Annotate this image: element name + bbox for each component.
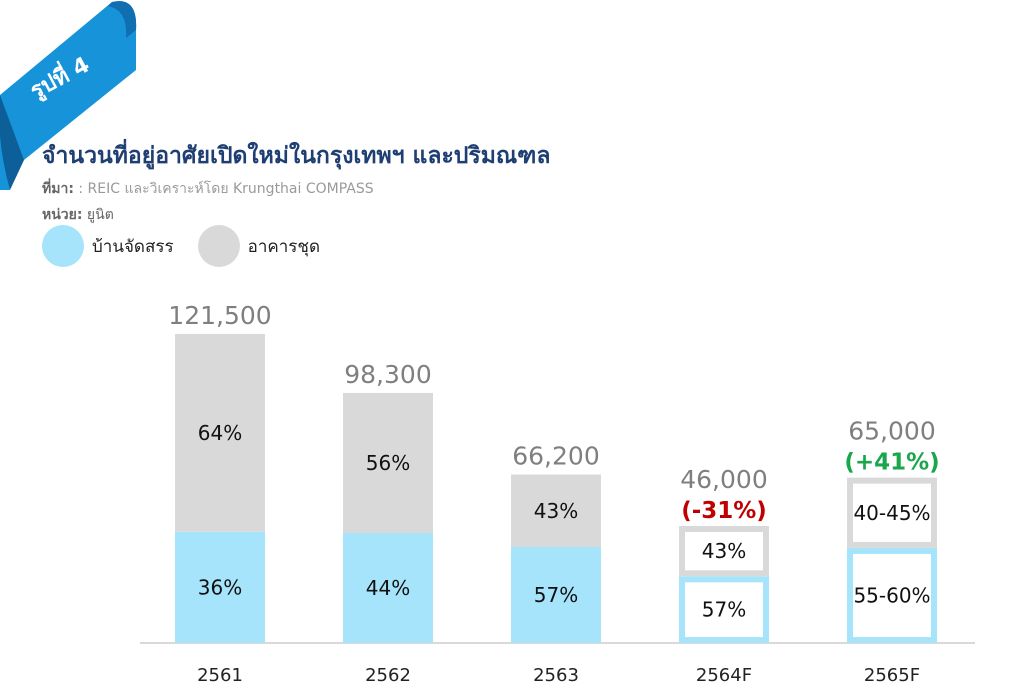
total-label: 66,200 — [512, 442, 599, 471]
x-tick-label: 2561 — [197, 665, 243, 686]
x-tick-label: 2564F — [696, 665, 752, 686]
figure-ribbon — [0, 1, 137, 190]
bar-houses — [175, 531, 265, 643]
unit-label: หน่วย: — [42, 207, 83, 223]
chart-title: จำนวนที่อยู่อาศัยเปิดใหม่ในกรุงเทพฯ และป… — [42, 143, 551, 169]
bar-houses — [511, 547, 601, 643]
data-label-houses: 44% — [366, 576, 410, 600]
data-label-condo: 43% — [702, 539, 746, 563]
total-label: 121,500 — [168, 301, 271, 330]
data-label-houses: 36% — [198, 575, 242, 599]
x-tick-label: 2562 — [365, 665, 411, 686]
bar-condo — [343, 392, 433, 533]
legend-label-houses: บ้านจัดสรร — [92, 236, 174, 257]
bar-condo — [679, 525, 769, 577]
legend-swatch-houses — [42, 225, 84, 267]
bar-houses — [679, 576, 769, 644]
source-label: ที่มา: — [42, 181, 74, 197]
legend-swatch-condo — [197, 225, 240, 267]
data-label-condo: 40-45% — [853, 501, 930, 525]
source-note: ที่มา: : REIC และวิเคราะห์โดย Krungthai … — [42, 178, 374, 200]
x-tick-label: 2563 — [533, 665, 579, 686]
data-label-condo: 43% — [534, 499, 578, 523]
data-label-houses: 55-60% — [853, 583, 930, 607]
legend-label-condo: อาคารชุด — [247, 236, 320, 257]
data-label-houses: 57% — [534, 583, 578, 607]
data-label-condo: 56% — [366, 451, 410, 475]
unit-text: ยูนิต — [82, 207, 114, 223]
change-label: (-31%) — [681, 498, 767, 524]
data-label-houses: 57% — [702, 598, 746, 622]
bar-condo — [175, 333, 265, 532]
total-label: 98,300 — [344, 360, 431, 389]
change-label: (+41%) — [844, 450, 939, 476]
legend-item-houses: บ้านจัดสรร — [42, 225, 174, 267]
data-label-condo: 64% — [198, 421, 242, 445]
bar-condo — [847, 477, 937, 548]
total-label: 46,000 — [680, 465, 767, 494]
x-tick-label: 2565F — [864, 665, 920, 686]
unit-note: หน่วย: ยูนิต — [42, 204, 114, 226]
legend-item-condo: อาคารชุด — [197, 225, 320, 267]
bar-condo — [511, 474, 601, 548]
source-text: : REIC และวิเคราะห์โดย Krungthai COMPASS — [73, 181, 374, 197]
total-label: 65,000 — [848, 417, 935, 446]
bar-houses — [343, 532, 433, 643]
legend: บ้านจัดสรร อาคารชุด — [42, 224, 344, 268]
bar-houses — [847, 547, 937, 644]
